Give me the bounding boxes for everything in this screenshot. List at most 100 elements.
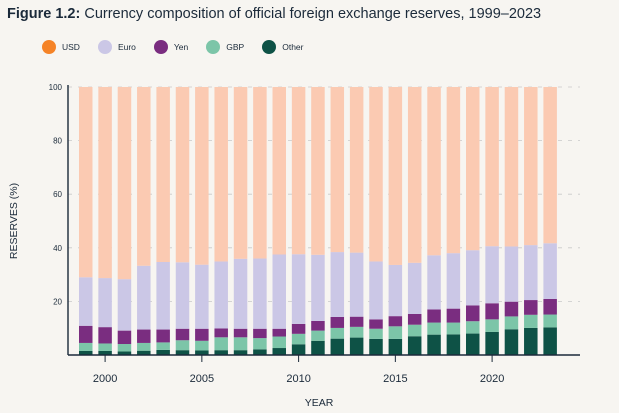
bar-segment-yen-2008 (253, 328, 267, 339)
bar-segment-usd-2003 (156, 87, 170, 263)
bar-segment-gbp-2021 (504, 316, 519, 330)
bar-segment-gbp-2011 (311, 330, 325, 341)
y-axis-label: RESERVES (%) (8, 183, 20, 259)
legend-item-other: Other (262, 40, 303, 54)
y-tick-label: 60 (53, 190, 62, 199)
bar-segment-usd-2019 (466, 87, 480, 251)
bar-segment-other-2014 (369, 338, 383, 355)
bar-segment-yen-2018 (446, 308, 461, 323)
bar-segment-euro-2003 (156, 262, 170, 330)
legend-item-gbp: GBP (206, 40, 244, 54)
legend-label-euro: Euro (117, 42, 136, 52)
bar-segment-usd-2006 (214, 87, 228, 262)
bar-segment-usd-2015 (388, 87, 403, 265)
bar-segment-other-2004 (175, 350, 190, 355)
bar-segment-usd-2016 (407, 87, 422, 263)
figure-title: Figure 1.2: Currency composition of offi… (7, 6, 541, 22)
x-tick-label: 2020 (480, 373, 504, 385)
bar-segment-euro-2008 (253, 258, 267, 329)
bar-segment-euro-2023 (543, 243, 557, 299)
bar-segment-usd-2023 (543, 87, 557, 244)
bar-segment-euro-2019 (466, 250, 480, 306)
bar-segment-usd-2005 (195, 87, 209, 265)
bars (79, 87, 557, 355)
bar-segment-yen-2017 (427, 309, 441, 323)
bar-segment-yen-2004 (175, 328, 190, 341)
bar-segment-other-2009 (272, 348, 286, 355)
bar-segment-yen-2015 (388, 316, 403, 327)
y-tick-label: 100 (49, 83, 63, 92)
bar-segment-euro-2009 (272, 254, 286, 329)
bar-segment-other-2012 (330, 338, 345, 355)
bar-segment-yen-2009 (272, 328, 286, 337)
bar-segment-euro-2001 (117, 279, 132, 331)
bar-segment-yen-2020 (485, 303, 499, 320)
bar-segment-usd-2009 (272, 87, 286, 255)
y-tick-label: 20 (53, 297, 62, 306)
bar-segment-euro-2000 (98, 278, 112, 328)
bar-segment-euro-2006 (214, 261, 228, 329)
bar-segment-euro-2014 (369, 261, 383, 320)
bar-segment-other-2013 (349, 337, 364, 355)
bar-segment-gbp-2003 (156, 342, 170, 350)
bar-segment-yen-2003 (156, 329, 170, 343)
bar-segment-other-2010 (291, 344, 306, 355)
bar-segment-euro-2005 (195, 264, 209, 329)
bar-segment-usd-2022 (524, 87, 538, 246)
bar-segment-yen-2011 (311, 320, 325, 331)
bar-segment-usd-2014 (369, 87, 383, 262)
bar-segment-euro-2015 (388, 264, 403, 317)
bar-segment-yen-2023 (543, 298, 557, 315)
bar-segment-gbp-2019 (466, 321, 480, 334)
bar-segment-euro-2021 (504, 246, 519, 302)
y-tick-label: 80 (53, 137, 62, 146)
bar-segment-gbp-2012 (330, 327, 345, 339)
bar-segment-gbp-2005 (195, 340, 209, 351)
bar-segment-gbp-2015 (388, 326, 403, 339)
bar-segment-usd-2008 (253, 87, 267, 259)
bar-segment-yen-2013 (349, 316, 364, 327)
bar-segment-usd-2000 (98, 87, 112, 279)
figure-title-text: Currency composition of official foreign… (80, 6, 542, 22)
bar-segment-gbp-2013 (349, 326, 364, 338)
bar-segment-other-2002 (137, 350, 151, 355)
chart-legend: USD Euro Yen GBP Other (42, 40, 321, 54)
bar-segment-yen-2010 (291, 323, 306, 334)
bar-segment-euro-2017 (427, 255, 441, 310)
bar-segment-other-2019 (466, 333, 480, 355)
bar-segment-other-2020 (485, 331, 499, 355)
legend-item-euro: Euro (97, 40, 136, 54)
bar-segment-yen-2007 (233, 328, 248, 338)
bar-segment-gbp-2017 (427, 322, 441, 335)
bar-segment-euro-2004 (175, 262, 190, 329)
bar-segment-other-2023 (543, 327, 557, 355)
bar-segment-other-2017 (427, 334, 441, 355)
bar-segment-gbp-2010 (291, 333, 306, 345)
bar-segment-gbp-2004 (175, 340, 190, 351)
bar-segment-other-2022 (524, 327, 538, 355)
bar-segment-euro-2011 (311, 254, 325, 321)
legend-item-yen: Yen (153, 40, 189, 54)
legend-item-usd: USD (42, 40, 80, 54)
bar-segment-euro-2002 (137, 265, 151, 330)
bar-segment-gbp-2002 (137, 342, 151, 351)
legend-swatch-gbp (206, 40, 221, 54)
bar-segment-gbp-2009 (272, 336, 286, 349)
bar-segment-usd-2021 (504, 87, 519, 247)
bar-segment-euro-2022 (524, 245, 538, 301)
bar-segment-usd-2018 (446, 87, 461, 254)
bar-segment-other-2006 (214, 350, 228, 355)
bar-segment-usd-2002 (137, 87, 151, 266)
bar-segment-gbp-2023 (543, 314, 557, 328)
bar-segment-gbp-2006 (214, 337, 228, 351)
bar-segment-euro-2007 (233, 258, 248, 329)
bar-segment-usd-2011 (311, 87, 325, 255)
bar-segment-euro-1999 (79, 277, 93, 326)
bar-segment-gbp-1999 (79, 342, 93, 351)
legend-label-yen: Yen (173, 42, 189, 52)
bar-segment-yen-2012 (330, 316, 345, 328)
bar-segment-yen-2005 (195, 328, 209, 341)
bar-segment-euro-2018 (446, 253, 461, 309)
